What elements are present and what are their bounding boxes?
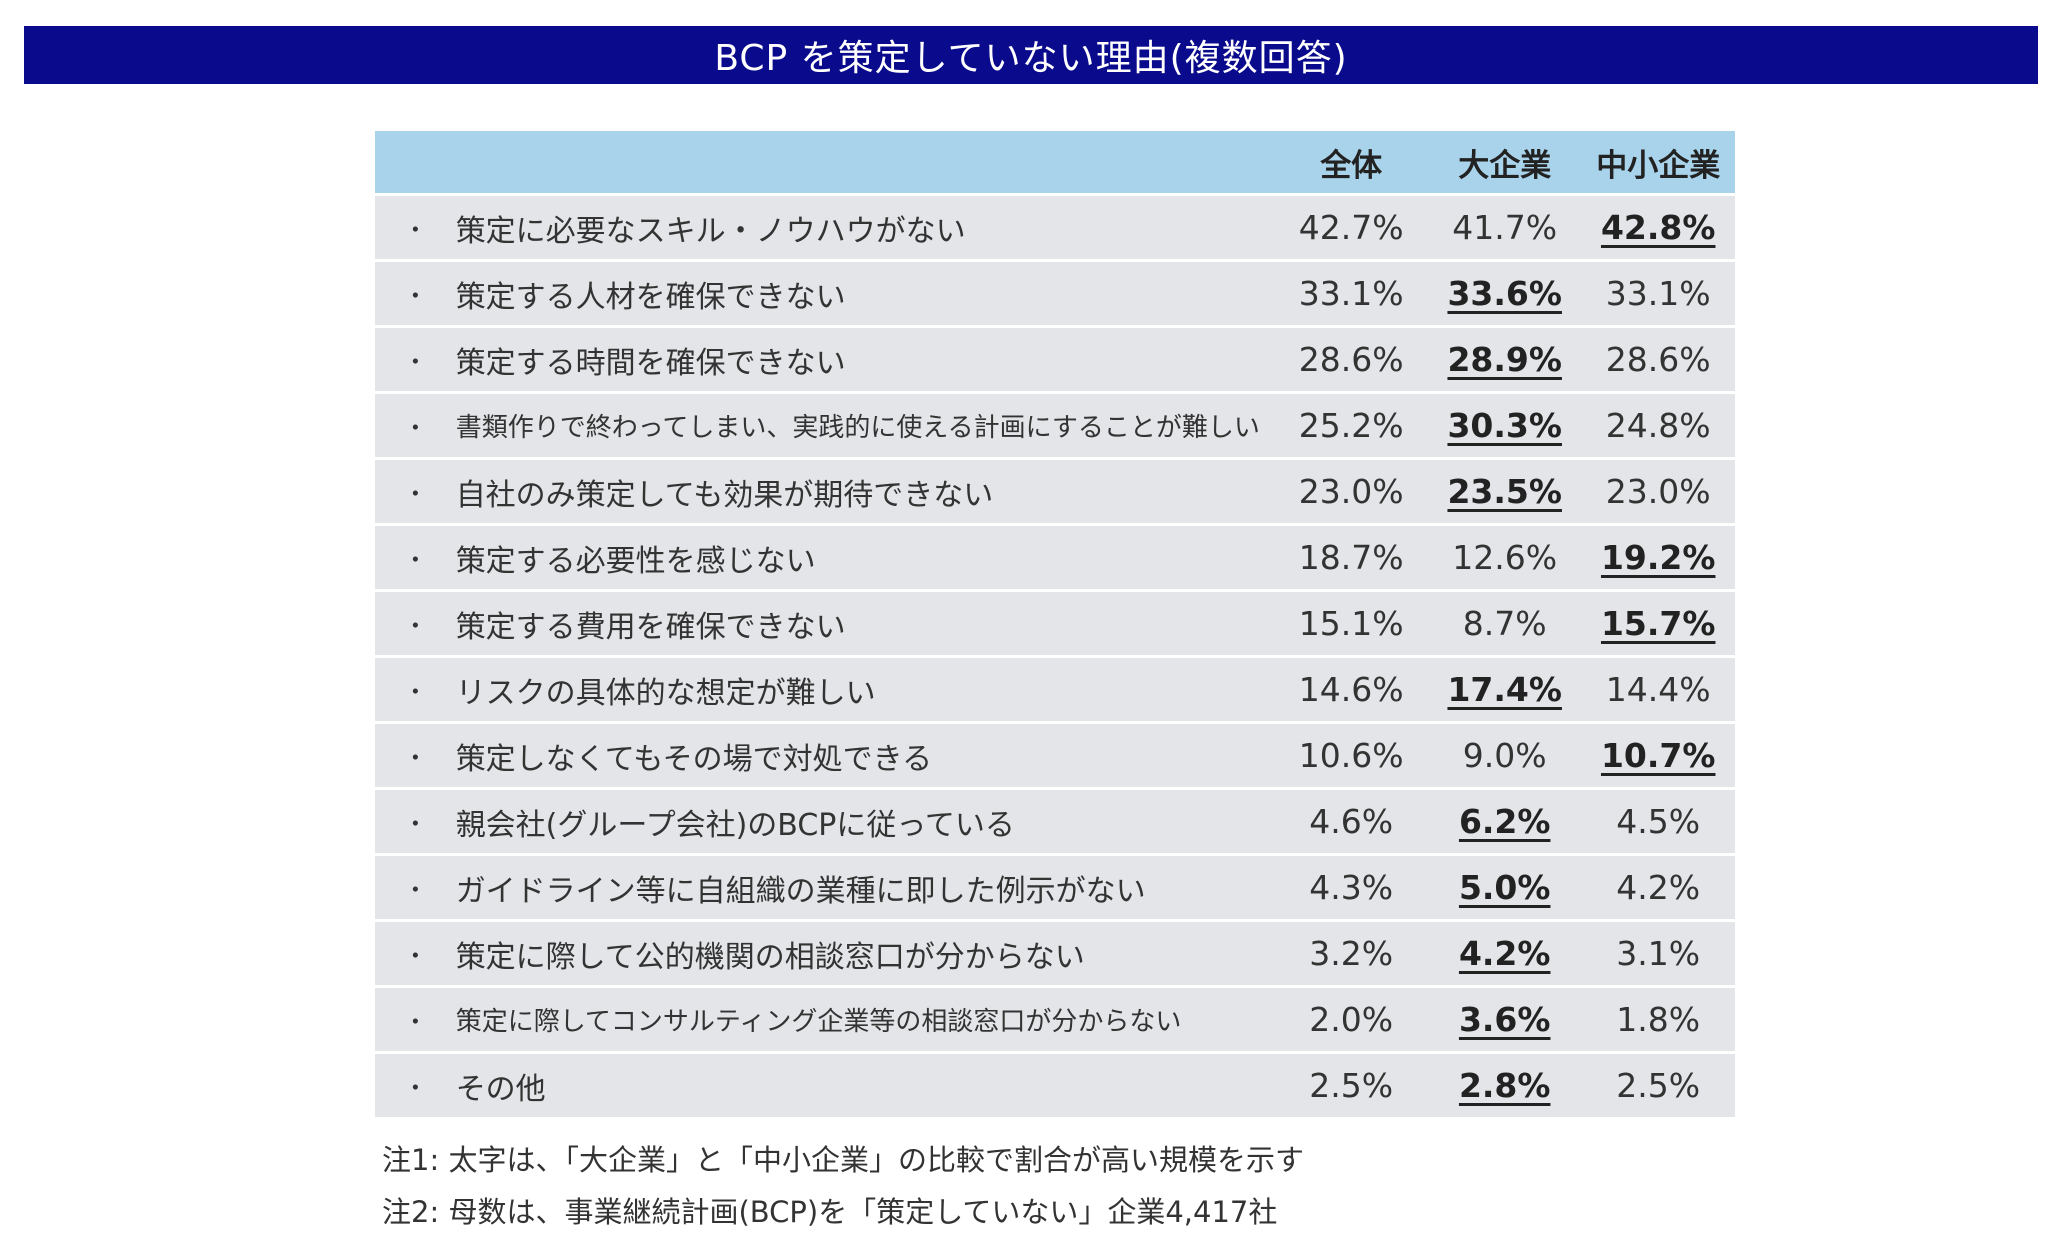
- cell-all: 18.7%: [1298, 538, 1404, 577]
- cell-all: 4.6%: [1309, 802, 1394, 841]
- row-bullet: ・: [403, 678, 428, 706]
- notes: 注1: 太字は、「大企業」と「中小企業」の比較で割合が高い規模を示す 注2: 母…: [382, 1134, 1304, 1238]
- cell-sme: 23.0%: [1605, 472, 1711, 511]
- cell-sme: 4.2%: [1616, 868, 1701, 907]
- table-row: ・策定に必要なスキル・ノウハウがない 42.7% 41.7% 42.8%: [375, 196, 1735, 259]
- cell-sme: 19.2%: [1600, 538, 1716, 577]
- row-bullet: ・: [403, 876, 428, 904]
- cell-sme: 3.1%: [1616, 934, 1701, 973]
- cell-large: 3.6%: [1458, 1000, 1551, 1039]
- row-label: 自社のみ策定しても効果が期待できない: [455, 477, 994, 513]
- cell-all: 28.6%: [1298, 340, 1404, 379]
- note-2: 注2: 母数は、事業継続計画(BCP)を「策定していない」企業4,417社: [382, 1195, 1278, 1229]
- cell-large: 33.6%: [1447, 274, 1562, 313]
- row-bullet: ・: [403, 1008, 428, 1036]
- table-row: ・書類作りで終わってしまい、実践的に使える計画にすることが難しい 25.2% 30.…: [375, 394, 1735, 457]
- cell-large: 41.7%: [1452, 208, 1558, 247]
- table-row: ・策定する人材を確保できない 33.1% 33.6% 33.1%: [375, 262, 1735, 325]
- data-table: 全体 大企業 中小企業 ・策定に必要なスキル・ノウハウがない 42.7% 41.7%…: [375, 131, 1735, 1120]
- cell-sme: 4.5%: [1616, 802, 1701, 841]
- cell-sme: 24.8%: [1605, 406, 1711, 445]
- cell-large: 12.6%: [1452, 538, 1558, 577]
- row-bullet: ・: [403, 414, 428, 442]
- cell-all: 25.2%: [1298, 406, 1404, 445]
- table-row: ・親会社(グループ会社)のBCPに従っている 4.6% 6.2% 4.5%: [375, 790, 1735, 853]
- cell-sme: 33.1%: [1605, 274, 1711, 313]
- cell-large: 4.2%: [1458, 934, 1551, 973]
- column-header-large: 大企業: [1458, 147, 1552, 184]
- row-label: 策定に必要なスキル・ノウハウがない: [455, 213, 966, 249]
- column-header-sme: 中小企業: [1596, 147, 1721, 184]
- cell-all: 33.1%: [1298, 274, 1404, 313]
- row-label: 策定に際してコンサルティング企業等の相談窓口が分からない: [455, 1007, 1182, 1037]
- row-bullet: ・: [403, 348, 428, 376]
- column-header-all: 全体: [1320, 147, 1383, 184]
- cell-all: 14.6%: [1298, 670, 1404, 709]
- table-row: ・策定に際して公的機関の相談窓口が分からない 3.2% 4.2% 3.1%: [375, 922, 1735, 985]
- row-label: その他: [455, 1071, 546, 1107]
- cell-large: 23.5%: [1447, 472, 1562, 511]
- row-label: 策定しなくてもその場で対処できる: [455, 741, 933, 777]
- note-1: 注1: 太字は、「大企業」と「中小企業」の比較で割合が高い規模を示す: [382, 1143, 1304, 1177]
- row-bullet: ・: [403, 942, 428, 970]
- row-label: 策定する時間を確保できない: [455, 345, 846, 381]
- cell-large: 5.0%: [1458, 868, 1551, 907]
- row-bullet: ・: [403, 546, 428, 574]
- cell-large: 8.7%: [1462, 604, 1547, 643]
- cell-all: 42.7%: [1298, 208, 1404, 247]
- cell-large: 28.9%: [1447, 340, 1562, 379]
- cell-all: 2.0%: [1309, 1000, 1394, 1039]
- row-label: 親会社(グループ会社)のBCPに従っている: [455, 807, 1015, 843]
- cell-large: 30.3%: [1447, 406, 1562, 445]
- table-row: ・策定しなくてもその場で対処できる 10.6% 9.0% 10.7%: [375, 724, 1735, 787]
- cell-sme: 14.4%: [1605, 670, 1711, 709]
- row-bullet: ・: [403, 216, 428, 244]
- row-bullet: ・: [403, 282, 428, 310]
- cell-large: 17.4%: [1447, 670, 1562, 709]
- cell-all: 23.0%: [1298, 472, 1404, 511]
- cell-all: 15.1%: [1298, 604, 1404, 643]
- row-label: 策定する費用を確保できない: [455, 609, 846, 645]
- table-body: ・策定に必要なスキル・ノウハウがない 42.7% 41.7% 42.8% ・策定する人材…: [375, 196, 1735, 1117]
- cell-all: 3.2%: [1309, 934, 1394, 973]
- table-row: ・その他 2.5% 2.8% 2.5%: [375, 1054, 1735, 1117]
- cell-large: 9.0%: [1462, 736, 1547, 775]
- row-label: ガイドライン等に自組織の業種に即した例示がない: [455, 873, 1146, 909]
- cell-all: 2.5%: [1309, 1066, 1394, 1105]
- table-row: ・リスクの具体的な想定が難しい 14.6% 17.4% 14.4%: [375, 658, 1735, 721]
- row-label: リスクの具体的な想定が難しい: [455, 675, 876, 711]
- cell-sme: 28.6%: [1605, 340, 1711, 379]
- table-header: 全体 大企業 中小企業: [375, 131, 1735, 193]
- row-bullet: ・: [403, 810, 428, 838]
- table-row: ・自社のみ策定しても効果が期待できない 23.0% 23.5% 23.0%: [375, 460, 1735, 523]
- table-row: ・ガイドライン等に自組織の業種に即した例示がない 4.3% 5.0% 4.2%: [375, 856, 1735, 919]
- row-bullet: ・: [403, 1074, 428, 1102]
- row-label: 策定に際して公的機関の相談窓口が分からない: [455, 939, 1085, 975]
- row-label: 策定する人材を確保できない: [455, 279, 846, 315]
- cell-sme: 15.7%: [1600, 604, 1716, 643]
- cell-large: 2.8%: [1458, 1066, 1551, 1105]
- table-row: ・策定する時間を確保できない 28.6% 28.9% 28.6%: [375, 328, 1735, 391]
- cell-sme: 42.8%: [1600, 208, 1716, 247]
- table-row: ・策定する費用を確保できない 15.1% 8.7% 15.7%: [375, 592, 1735, 655]
- cell-all: 4.3%: [1309, 868, 1394, 907]
- row-bullet: ・: [403, 744, 428, 772]
- cell-sme: 10.7%: [1600, 736, 1716, 775]
- chart-title: BCP を策定していない理由(複数回答): [24, 26, 2038, 84]
- table-row: ・策定する必要性を感じない 18.7% 12.6% 19.2%: [375, 526, 1735, 589]
- row-bullet: ・: [403, 612, 428, 640]
- cell-all: 10.6%: [1298, 736, 1404, 775]
- row-bullet: ・: [403, 480, 428, 508]
- cell-sme: 1.8%: [1616, 1000, 1701, 1039]
- row-label: 策定する必要性を感じない: [455, 543, 816, 579]
- table-row: ・策定に際してコンサルティング企業等の相談窓口が分からない 2.0% 3.6% 1.8…: [375, 988, 1735, 1051]
- cell-sme: 2.5%: [1616, 1066, 1701, 1105]
- row-label: 書類作りで終わってしまい、実践的に使える計画にすることが難しい: [455, 413, 1260, 443]
- cell-large: 6.2%: [1458, 802, 1551, 841]
